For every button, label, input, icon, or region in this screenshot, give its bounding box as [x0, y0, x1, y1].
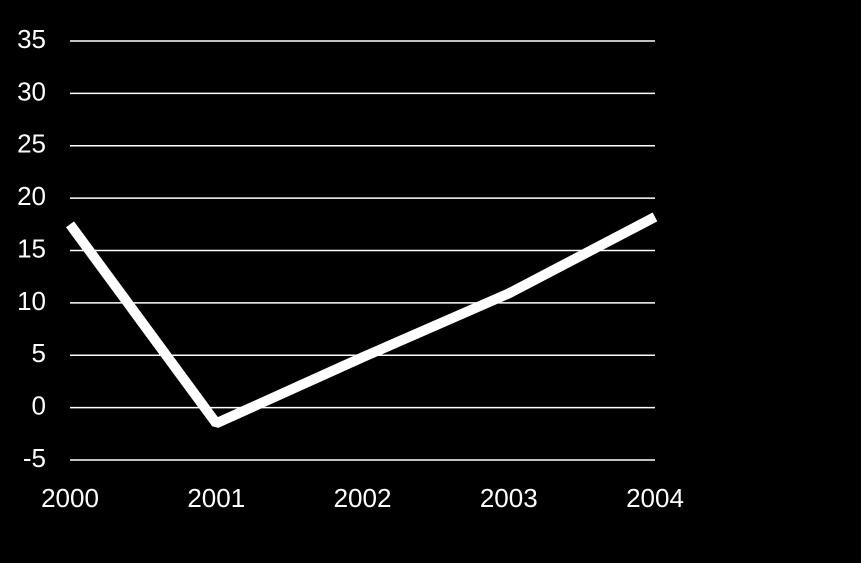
y-tick-label: 30	[17, 76, 46, 106]
y-tick-label: 15	[17, 233, 46, 263]
y-tick-label: 10	[17, 286, 46, 316]
y-tick-label: 35	[17, 24, 46, 54]
x-tick-label: 2001	[187, 483, 245, 513]
x-tick-label: 2004	[626, 483, 684, 513]
data-line	[65, 212, 658, 428]
y-tick-label: 20	[17, 181, 46, 211]
x-tick-label: 2003	[480, 483, 538, 513]
x-tick-label: 2002	[334, 483, 392, 513]
y-tick-label: -5	[23, 443, 46, 473]
y-tick-label: 5	[32, 338, 46, 368]
y-tick-label: 0	[32, 391, 46, 421]
x-tick-label: 2000	[41, 483, 99, 513]
y-tick-label: 25	[17, 129, 46, 159]
